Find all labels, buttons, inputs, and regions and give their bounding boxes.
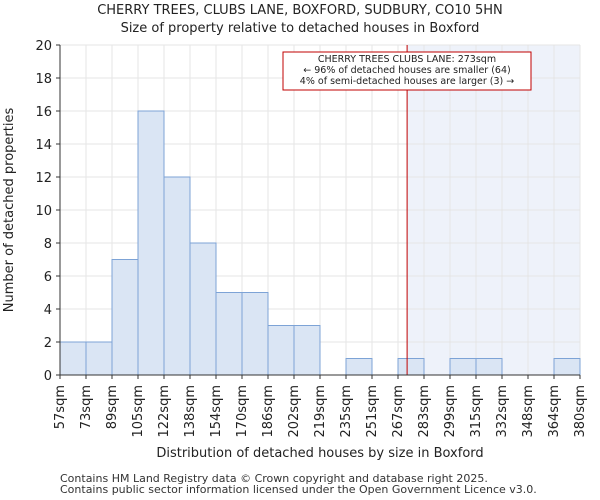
y-tick-label: 2 [44,336,52,351]
x-tick-label: 219sqm [313,385,328,438]
bar-235sqm [345,358,373,376]
x-tick-label: 73sqm [79,385,94,429]
x-tick-label: 380sqm [573,385,588,438]
plot-area: 0 2 4 6 8 10 12 14 16 18 20 57sqm 73sqm 89sqm 105sqm 1… [35,39,588,438]
x-tick-label: 170sqm [235,385,250,438]
bar-57sqm [59,341,87,376]
y-tick-label: 0 [44,369,52,384]
y-ticks: 0 2 4 6 8 10 12 14 16 18 20 [35,39,60,384]
annotation-border [282,51,532,91]
y-tick-label: 4 [44,303,52,318]
x-tick-label: 202sqm [287,385,302,438]
bar-202sqm [293,325,321,376]
y-tick-label: 8 [44,237,52,252]
y-tick-label: 14 [35,138,52,153]
x-tick-label: 332sqm [495,385,510,438]
y-tick-label: 12 [35,171,52,186]
bar-299sqm [449,358,477,376]
bar-154sqm [215,292,243,376]
x-tick-label: 138sqm [183,385,198,438]
footer-line-2: Contains public sector information licen… [60,483,537,496]
x-tick-label: 315sqm [469,385,484,438]
y-tick-label: 20 [35,39,52,54]
chart-title: CHERRY TREES, CLUBS LANE, BOXFORD, SUDBU… [97,3,503,18]
bar-138sqm [189,242,217,376]
x-tick-label: 348sqm [521,385,536,438]
x-tick-label: 283sqm [417,385,432,438]
annotation-line-3: 4% of semi-detached houses are larger (3… [300,76,514,87]
x-tick-label: 122sqm [157,385,172,438]
annotation-box: CHERRY TREES CLUBS LANE: 273sqm ← 96% of… [282,51,532,91]
bar-364sqm [553,358,581,376]
bar-105sqm [137,110,165,376]
chart-subtitle: Size of property relative to detached ho… [121,21,480,36]
x-tick-label: 57sqm [53,385,68,429]
bar-186sqm [267,325,295,376]
x-axis-label: Distribution of detached houses by size … [156,446,483,461]
x-tick-label: 364sqm [547,385,562,438]
x-tick-label: 89sqm [105,385,120,429]
x-ticks: 57sqm 73sqm 89sqm 105sqm 122sqm 138sqm 154sqm 1… [53,375,588,438]
bar-315sqm [475,358,503,376]
x-tick-label: 235sqm [339,385,354,438]
bars [59,110,581,376]
y-axis-label: Number of detached properties [2,108,17,313]
bar-122sqm [163,176,191,376]
y-tick-label: 10 [35,204,52,219]
x-tick-label: 186sqm [261,385,276,438]
bar-170sqm [241,292,269,376]
x-tick-label: 105sqm [131,385,146,438]
bar-267sqm [397,358,425,376]
y-tick-label: 18 [35,72,52,87]
x-tick-label: 299sqm [443,385,458,438]
y-tick-label: 16 [35,105,52,120]
bar-73sqm [85,341,113,376]
x-tick-label: 154sqm [209,385,224,438]
annotation-line-1: CHERRY TREES CLUBS LANE: 273sqm [318,54,496,65]
x-tick-label: 251sqm [365,385,380,438]
bar-89sqm [111,259,139,376]
footer-line-1: Contains HM Land Registry data © Crown c… [60,472,488,485]
y-tick-label: 6 [44,270,52,285]
annotation-line-2: ← 96% of detached houses are smaller (64… [303,65,510,76]
x-tick-label: 267sqm [391,385,406,438]
